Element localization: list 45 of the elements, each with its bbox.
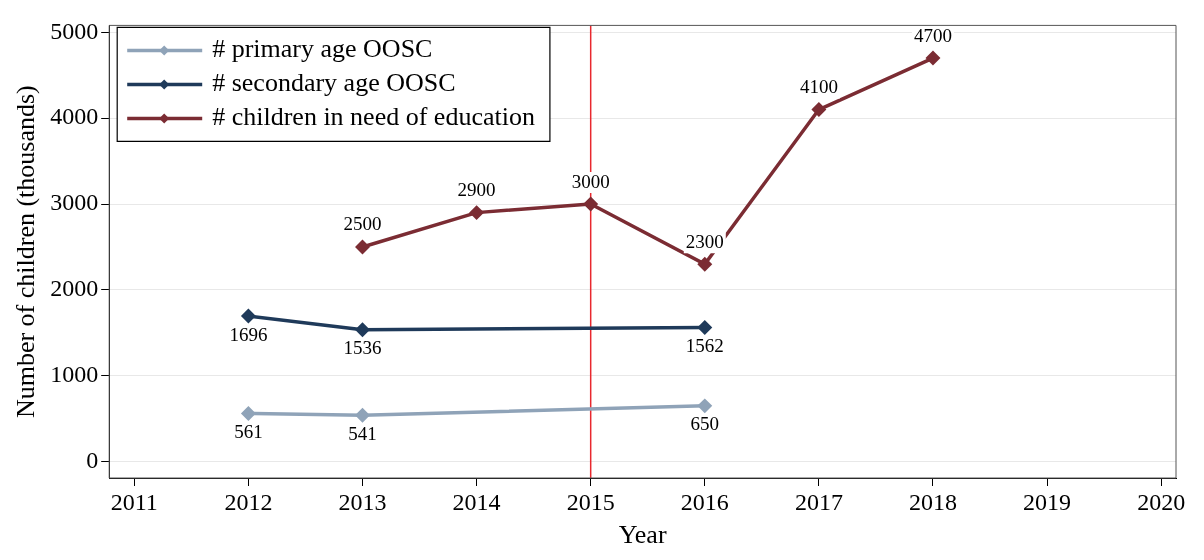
data-label: 1696 — [229, 323, 268, 345]
point — [926, 51, 940, 65]
y-tick-label: 2000 — [50, 275, 99, 302]
data-label: 3000 — [571, 170, 610, 192]
data-label: 2900 — [457, 179, 496, 201]
y-tick-label: 3000 — [50, 189, 99, 216]
data-label: 2300 — [685, 230, 724, 252]
point — [355, 240, 370, 254]
y-tick-label: 4000 — [50, 103, 99, 130]
data-label: 4100 — [799, 76, 838, 98]
legend-label: # children in need of education — [212, 102, 535, 132]
data-label: 561 — [234, 420, 263, 442]
y-tick-label: 5000 — [50, 17, 99, 44]
x-tick-label: 2015 — [566, 488, 615, 515]
point — [355, 408, 370, 422]
x-tick-label: 2019 — [1023, 488, 1072, 515]
point — [698, 257, 712, 271]
x-tick-label: 2013 — [338, 488, 387, 515]
point — [469, 205, 484, 220]
x-tick-label: 2017 — [794, 488, 843, 515]
data-label: 4700 — [913, 24, 952, 46]
point — [241, 309, 256, 323]
data-label: 1562 — [685, 335, 724, 357]
x-tick-label: 2014 — [452, 488, 501, 515]
point — [698, 320, 712, 335]
data-label: 1536 — [343, 337, 382, 359]
data-label: 541 — [348, 422, 377, 444]
point — [812, 102, 826, 117]
data-label: 2500 — [343, 213, 382, 235]
y-tick-label: 1000 — [50, 361, 99, 388]
x-tick-label: 2011 — [110, 488, 158, 515]
x-tick-label: 2012 — [224, 488, 273, 515]
y-axis-title: Number of children (thousands) — [11, 85, 41, 419]
x-tick-label: 2020 — [1137, 488, 1186, 515]
x-tick-label: 2016 — [680, 488, 729, 515]
y-tick-label: 0 — [86, 446, 99, 473]
point — [583, 197, 598, 211]
point — [355, 323, 370, 337]
data-label: 650 — [690, 413, 720, 435]
x-axis-title: Year — [618, 520, 667, 550]
point — [698, 399, 712, 413]
legend-label: # primary age OOSC — [212, 34, 433, 64]
legend-label: # secondary age OOSC — [212, 68, 456, 98]
point — [241, 406, 256, 421]
x-tick-label: 2018 — [908, 488, 957, 515]
